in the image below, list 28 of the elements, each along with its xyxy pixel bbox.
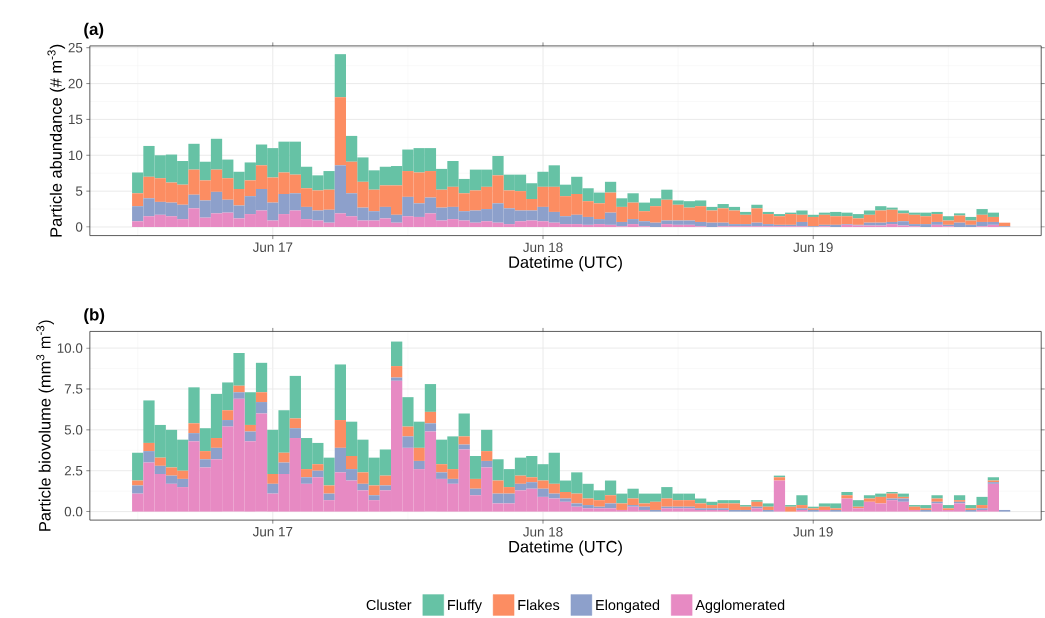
chart-title: (b) xyxy=(84,308,105,325)
y-tick-label: 20 xyxy=(68,78,83,89)
y-tick-label: 7.5 xyxy=(64,384,83,394)
x-axis-title: Datetime (UTC) xyxy=(509,540,622,556)
legend-label: Flakes xyxy=(518,599,560,611)
y-tick-label: 25 xyxy=(68,43,83,53)
y-tick-label: 5 xyxy=(75,186,83,196)
y-axis-title: Particle biovolume (mm$^{3}$ m$^{-3}$) xyxy=(36,320,54,531)
x-axis-title: Datetime (UTC) xyxy=(509,256,622,272)
x-tick-label: Jun 19 xyxy=(793,527,833,537)
y-tick-label: 0 xyxy=(75,222,83,232)
legend-label: Elongated xyxy=(596,599,660,614)
legend-label: Agglomerated xyxy=(695,599,785,614)
legend-title: Cluster xyxy=(366,599,412,611)
legend-label: Fluffy xyxy=(448,599,482,614)
y-tick-label: 0.0 xyxy=(64,507,83,517)
y-tick-label: 15 xyxy=(68,114,83,125)
x-tick-label: Jun 18 xyxy=(523,527,563,537)
x-tick-label: Jun 17 xyxy=(252,527,293,537)
y-tick-label: 10.0 xyxy=(57,343,83,354)
y-tick-label: 5.0 xyxy=(64,425,83,435)
x-tick-label: Jun 19 xyxy=(793,242,833,253)
y-tick-label: 2.5 xyxy=(64,466,83,476)
x-tick-label: Jun 17 xyxy=(252,242,293,253)
chart-title: (a) xyxy=(84,22,104,39)
y-axis-title: Particle abundance (# m$^{-3}$) xyxy=(47,44,66,237)
x-tick-label: Jun 18 xyxy=(523,242,563,253)
y-tick-label: 10 xyxy=(68,150,83,161)
